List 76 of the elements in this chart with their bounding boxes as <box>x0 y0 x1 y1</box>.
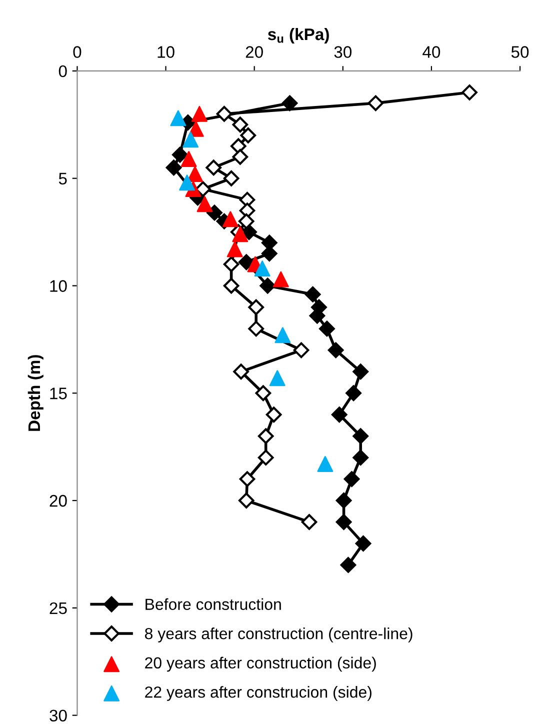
point <box>172 146 188 163</box>
point <box>304 286 321 302</box>
point <box>206 204 222 221</box>
legend-label: Before construction <box>146 598 281 610</box>
point <box>355 536 372 552</box>
point <box>232 148 248 165</box>
point <box>170 110 186 126</box>
point <box>328 342 344 358</box>
point <box>240 127 256 144</box>
point <box>196 196 213 212</box>
y-tick-label: 10 <box>50 280 67 292</box>
point <box>282 95 298 112</box>
point <box>301 514 318 530</box>
point <box>266 406 282 423</box>
point <box>226 241 243 258</box>
point <box>274 327 291 344</box>
point <box>346 385 362 402</box>
point <box>319 320 335 337</box>
point <box>223 256 240 272</box>
y-tick-label: 30 <box>50 710 67 722</box>
point <box>336 492 352 508</box>
point <box>293 342 310 358</box>
point <box>340 557 356 573</box>
point <box>195 181 211 198</box>
point <box>272 271 289 288</box>
x-tick-label: 40 <box>422 46 440 58</box>
point <box>258 428 274 444</box>
x-tick-label: 10 <box>158 46 174 58</box>
point <box>344 471 360 487</box>
point <box>352 450 369 466</box>
point <box>232 116 248 133</box>
point <box>179 174 196 191</box>
y-tick-label: 20 <box>50 494 67 507</box>
point <box>166 160 182 176</box>
point <box>233 364 249 380</box>
y-tick-label: 5 <box>58 172 67 185</box>
point <box>223 278 240 294</box>
y-axis-title: Depth (m) <box>28 355 44 431</box>
point <box>180 151 197 167</box>
legend-label: 8 years after construction (centre-line) <box>144 628 412 642</box>
point <box>222 211 238 228</box>
point <box>238 492 254 508</box>
x-tick-label: 50 <box>511 46 529 58</box>
point <box>269 370 286 386</box>
point <box>206 160 222 176</box>
point <box>238 254 254 270</box>
point <box>260 278 276 294</box>
point <box>248 299 264 316</box>
y-tick-label: 0 <box>58 65 67 78</box>
point <box>352 364 369 380</box>
point <box>368 95 384 112</box>
point <box>230 138 246 154</box>
point <box>191 106 208 122</box>
point <box>352 428 369 444</box>
legend-label: 20 years after construction (side) <box>145 656 376 672</box>
point <box>258 450 274 466</box>
x-tick-label: 30 <box>334 46 352 58</box>
point <box>223 170 240 186</box>
point <box>336 514 352 530</box>
point <box>462 84 478 100</box>
point <box>254 260 270 277</box>
point <box>255 385 272 402</box>
x-axis-title: s$_{u}$ (kPa) <box>268 28 329 44</box>
y-tick-label: 25 <box>50 602 67 614</box>
x-tick-label: 20 <box>246 46 263 58</box>
point <box>317 456 334 472</box>
point <box>248 320 264 337</box>
point <box>331 406 348 423</box>
y-tick-label: 15 <box>50 388 67 400</box>
point <box>187 166 203 182</box>
legend-label: 22 years after construcion (side) <box>145 686 372 701</box>
x-tick-label: 0 <box>73 46 82 58</box>
point <box>239 471 256 487</box>
point <box>216 106 232 122</box>
point <box>182 132 199 148</box>
point <box>238 213 254 230</box>
